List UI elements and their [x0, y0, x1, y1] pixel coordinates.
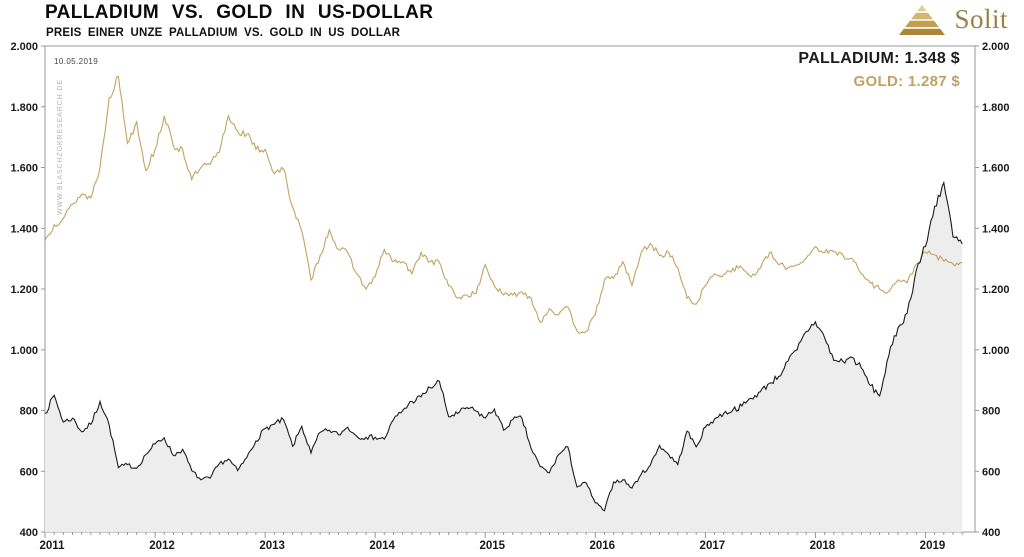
x-axis-label: 2011 — [40, 540, 66, 552]
y-axis-label-right: 600 — [982, 466, 1000, 478]
page-subtitle: PREIS EINER UNZE PALLADIUM VS. GOLD IN U… — [46, 27, 401, 39]
x-axis-label: 2017 — [700, 540, 726, 552]
palladium-series-fill — [45, 182, 963, 532]
chart-date-annotation: 10.05.2019 — [54, 57, 99, 66]
pyramid-layer — [899, 28, 946, 35]
y-axis-label-right: 800 — [982, 406, 1000, 418]
y-axis-label-right: 1.400 — [982, 223, 1010, 235]
x-axis-label: 2016 — [589, 540, 615, 552]
pyramid-layer — [917, 4, 928, 11]
pyramid-layer — [905, 20, 940, 27]
palladium-series-line — [44, 180, 963, 512]
page-title: PALLADIUM VS. GOLD IN US-DOLLAR — [45, 2, 434, 23]
y-axis-label-right: 400 — [982, 527, 1000, 539]
pyramid-layer — [911, 12, 934, 19]
y-axis-label-left: 1.000 — [10, 345, 38, 357]
y-axis-label-right: 1.800 — [982, 102, 1010, 114]
solit-logo: Solit — [899, 4, 1008, 35]
y-axis-label-left: 1.600 — [10, 163, 38, 175]
y-axis-label-right: 1.000 — [982, 345, 1010, 357]
y-axis-label-left: 600 — [20, 466, 38, 478]
y-axis-label-right: 1.200 — [982, 284, 1010, 296]
y-axis-label-right: 1.600 — [982, 163, 1010, 175]
legend-gold-value: GOLD: 1.287 $ — [853, 73, 960, 90]
watermark-text: WWW.BLASCHZOKRESEARCH.DE — [57, 79, 64, 215]
y-axis-label-right: 2.000 — [982, 41, 1010, 53]
logo-text: Solit — [954, 4, 1008, 34]
x-axis-label: 2019 — [920, 540, 946, 552]
y-axis-label-left: 800 — [20, 406, 38, 418]
x-axis-label: 2018 — [810, 540, 836, 552]
legend-palladium-value: PALLADIUM: 1.348 $ — [798, 50, 960, 67]
x-axis-label: 2012 — [149, 540, 175, 552]
x-axis-label: 2015 — [479, 540, 505, 552]
gold-pyramid-icon — [899, 4, 946, 35]
x-axis-label: 2013 — [259, 540, 285, 552]
gold-series-line — [44, 75, 963, 334]
y-axis-label-left: 2.000 — [10, 41, 38, 53]
x-axis-label: 2014 — [369, 540, 395, 552]
y-axis-label-left: 1.400 — [10, 223, 38, 235]
y-axis-label-left: 1.200 — [10, 284, 38, 296]
y-axis-label-left: 1.800 — [10, 102, 38, 114]
chart-legend: PALLADIUM: 1.348 $ GOLD: 1.287 $ — [798, 50, 960, 90]
y-axis-label-left: 400 — [20, 527, 38, 539]
